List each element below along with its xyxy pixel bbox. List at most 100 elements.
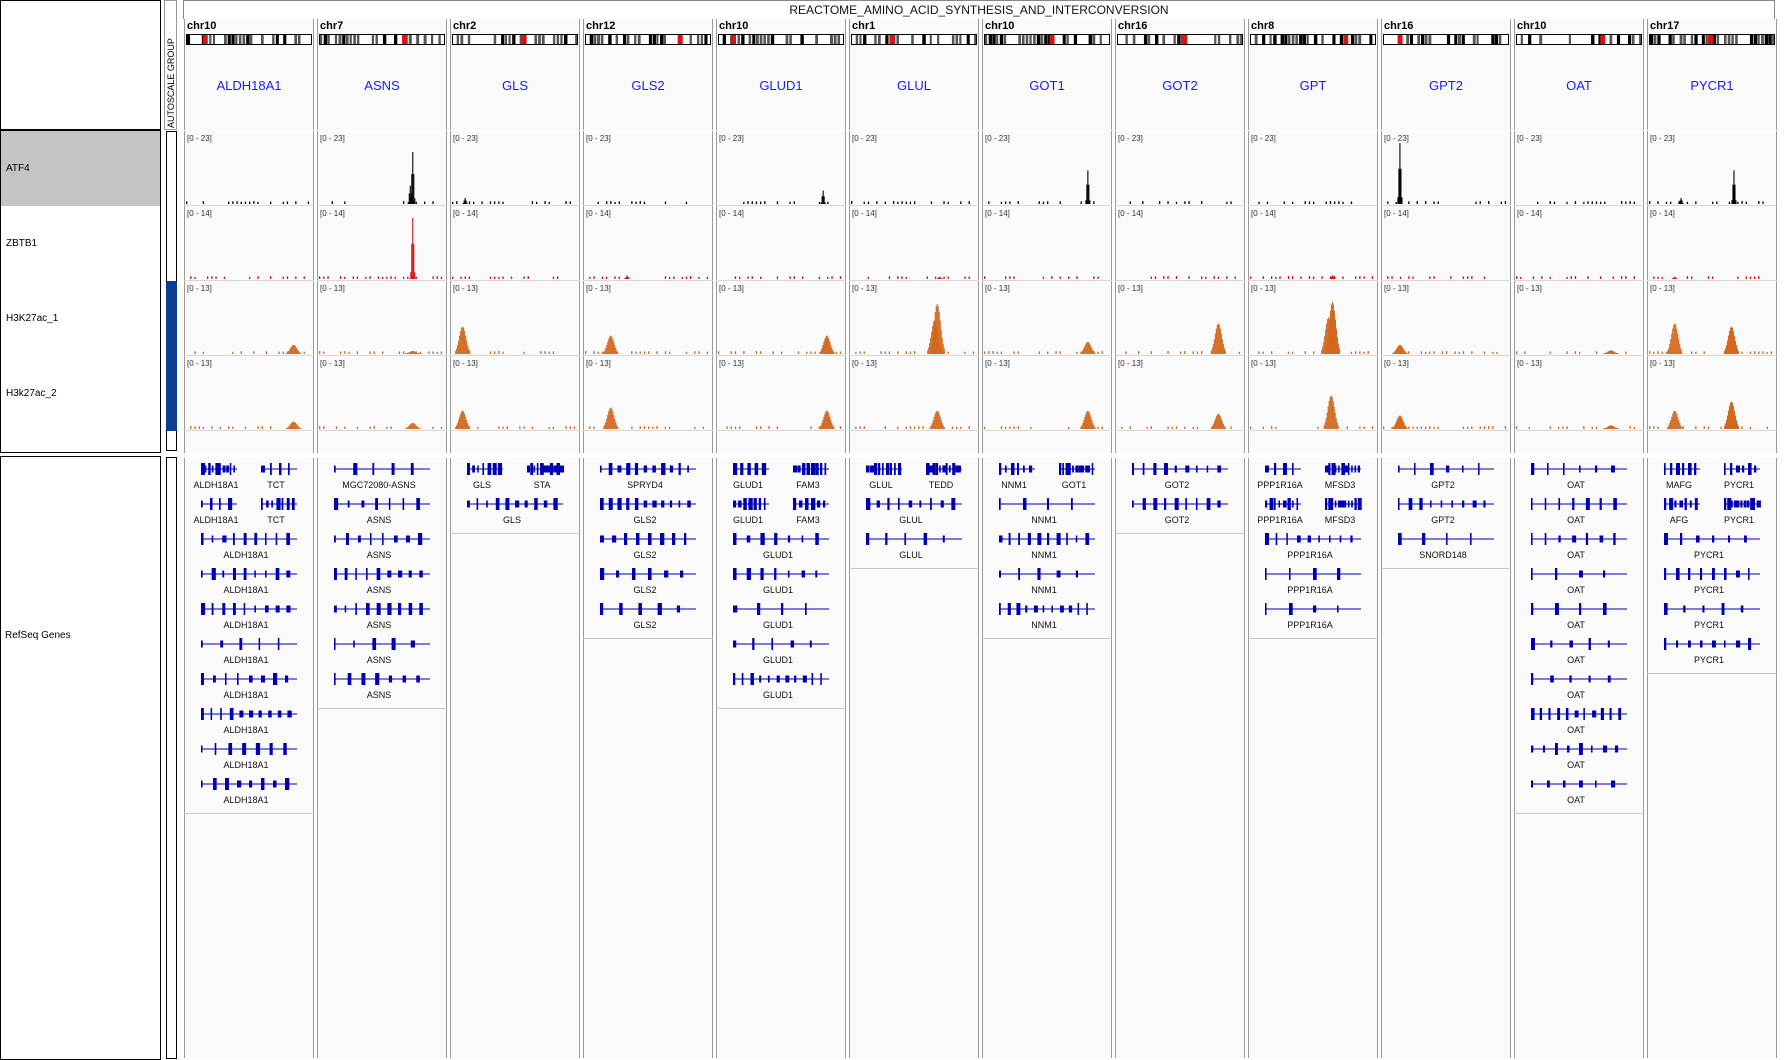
gene-feature[interactable]	[320, 461, 444, 477]
gene-feature[interactable]	[586, 531, 710, 547]
gene-feature[interactable]	[1384, 496, 1508, 512]
signal-track-h3k27ac_2[interactable]	[1383, 368, 1509, 429]
signal-track-zbtb1[interactable]	[984, 218, 1110, 279]
chromosome-ideogram[interactable]	[1383, 34, 1509, 45]
chromosome-ideogram[interactable]	[452, 34, 578, 45]
gene-feature[interactable]	[187, 776, 311, 792]
signal-track-h3k27ac_2[interactable]	[1117, 368, 1243, 429]
gene-feature[interactable]	[1517, 496, 1641, 512]
gene-feature[interactable]	[985, 461, 1109, 477]
gene-feature[interactable]	[1251, 566, 1375, 582]
signal-track-atf4[interactable]	[718, 143, 844, 204]
signal-track-h3k27ac_2[interactable]	[1649, 368, 1775, 429]
gene-feature[interactable]	[1650, 496, 1774, 512]
signal-track-h3k27ac_1[interactable]	[1250, 293, 1376, 354]
gene-feature[interactable]	[320, 671, 444, 687]
signal-track-zbtb1[interactable]	[452, 218, 578, 279]
gene-feature[interactable]	[852, 496, 976, 512]
gene-name-link[interactable]: GPT	[1299, 78, 1327, 93]
gene-feature[interactable]	[719, 566, 843, 582]
gene-name-link[interactable]: GPT2	[1429, 78, 1463, 93]
gene-feature[interactable]	[1650, 636, 1774, 652]
gene-feature[interactable]	[1517, 531, 1641, 547]
signal-track-h3k27ac_1[interactable]	[851, 293, 977, 354]
signal-track-atf4[interactable]	[1516, 143, 1642, 204]
signal-track-h3k27ac_1[interactable]	[1117, 293, 1243, 354]
gene-feature[interactable]	[985, 566, 1109, 582]
signal-track-h3k27ac_1[interactable]	[718, 293, 844, 354]
gene-feature[interactable]	[320, 566, 444, 582]
attribute-header[interactable]	[164, 0, 177, 130]
signal-track-h3k27ac_2[interactable]	[1516, 368, 1642, 429]
gene-feature[interactable]	[187, 566, 311, 582]
signal-track-h3k27ac_2[interactable]	[851, 368, 977, 429]
chromosome-ideogram[interactable]	[319, 34, 445, 45]
signal-track-zbtb1[interactable]	[1649, 218, 1775, 279]
gene-feature[interactable]	[719, 496, 843, 512]
signal-track-h3k27ac_2[interactable]	[452, 368, 578, 429]
gene-feature[interactable]	[1650, 531, 1774, 547]
signal-track-zbtb1[interactable]	[319, 218, 445, 279]
signal-track-h3k27ac_1[interactable]	[452, 293, 578, 354]
gene-feature[interactable]	[453, 496, 577, 512]
gene-feature[interactable]	[187, 741, 311, 757]
gene-feature[interactable]	[187, 461, 311, 477]
track-name-h3k27ac_1[interactable]: H3K27ac_1	[6, 313, 59, 324]
signal-track-zbtb1[interactable]	[1250, 218, 1376, 279]
gene-name-link[interactable]: GLUD1	[759, 78, 803, 93]
autoscale-group-attr-1[interactable]	[166, 281, 177, 356]
gene-feature[interactable]	[1517, 461, 1641, 477]
signal-track-h3k27ac_2[interactable]	[718, 368, 844, 429]
gene-name-link[interactable]: GOT2	[1162, 78, 1198, 93]
gene-name-link[interactable]: GLUL	[897, 78, 931, 93]
gene-feature[interactable]	[320, 496, 444, 512]
signal-track-h3k27ac_2[interactable]	[186, 368, 312, 429]
gene-feature[interactable]	[985, 496, 1109, 512]
chromosome-ideogram[interactable]	[851, 34, 977, 45]
signal-track-h3k27ac_1[interactable]	[1383, 293, 1509, 354]
signal-track-atf4[interactable]	[1117, 143, 1243, 204]
gene-feature[interactable]	[1251, 531, 1375, 547]
gene-feature[interactable]	[586, 566, 710, 582]
gene-feature[interactable]	[985, 531, 1109, 547]
gene-feature[interactable]	[1251, 601, 1375, 617]
gene-feature[interactable]	[1384, 461, 1508, 477]
track-name-refseq-genes[interactable]: RefSeq Genes	[5, 629, 71, 641]
chromosome-ideogram[interactable]	[1516, 34, 1642, 45]
chromosome-ideogram[interactable]	[1250, 34, 1376, 45]
signal-track-atf4[interactable]	[186, 143, 312, 204]
gene-feature[interactable]	[719, 461, 843, 477]
signal-track-zbtb1[interactable]	[718, 218, 844, 279]
chromosome-ideogram[interactable]	[718, 34, 844, 45]
signal-track-zbtb1[interactable]	[851, 218, 977, 279]
gene-feature[interactable]	[187, 531, 311, 547]
signal-track-zbtb1[interactable]	[1117, 218, 1243, 279]
track-name-atf4[interactable]: ATF4	[1, 131, 160, 206]
gene-feature[interactable]	[586, 461, 710, 477]
autoscale-group-attr-2[interactable]	[166, 356, 177, 431]
signal-track-h3k27ac_2[interactable]	[585, 368, 711, 429]
chromosome-ideogram[interactable]	[186, 34, 312, 45]
signal-track-h3k27ac_1[interactable]	[186, 293, 312, 354]
gene-name-link[interactable]: ALDH18A1	[216, 78, 282, 93]
chromosome-ideogram[interactable]	[984, 34, 1110, 45]
gene-feature[interactable]	[1650, 461, 1774, 477]
gene-feature[interactable]	[187, 601, 311, 617]
gene-feature[interactable]	[1650, 601, 1774, 617]
signal-track-atf4[interactable]	[585, 143, 711, 204]
gene-feature[interactable]	[1517, 706, 1641, 722]
gene-feature[interactable]	[1384, 531, 1508, 547]
signal-track-h3k27ac_2[interactable]	[984, 368, 1110, 429]
signal-track-atf4[interactable]	[452, 143, 578, 204]
gene-feature[interactable]	[453, 461, 577, 477]
signal-track-h3k27ac_1[interactable]	[585, 293, 711, 354]
signal-track-zbtb1[interactable]	[585, 218, 711, 279]
signal-track-atf4[interactable]	[984, 143, 1110, 204]
chromosome-ideogram[interactable]	[585, 34, 711, 45]
gene-feature[interactable]	[985, 601, 1109, 617]
gene-feature[interactable]	[1517, 776, 1641, 792]
gene-feature[interactable]	[187, 496, 311, 512]
gene-feature[interactable]	[1517, 671, 1641, 687]
gene-feature[interactable]	[320, 636, 444, 652]
gene-name-link[interactable]: PYCR1	[1690, 78, 1734, 93]
